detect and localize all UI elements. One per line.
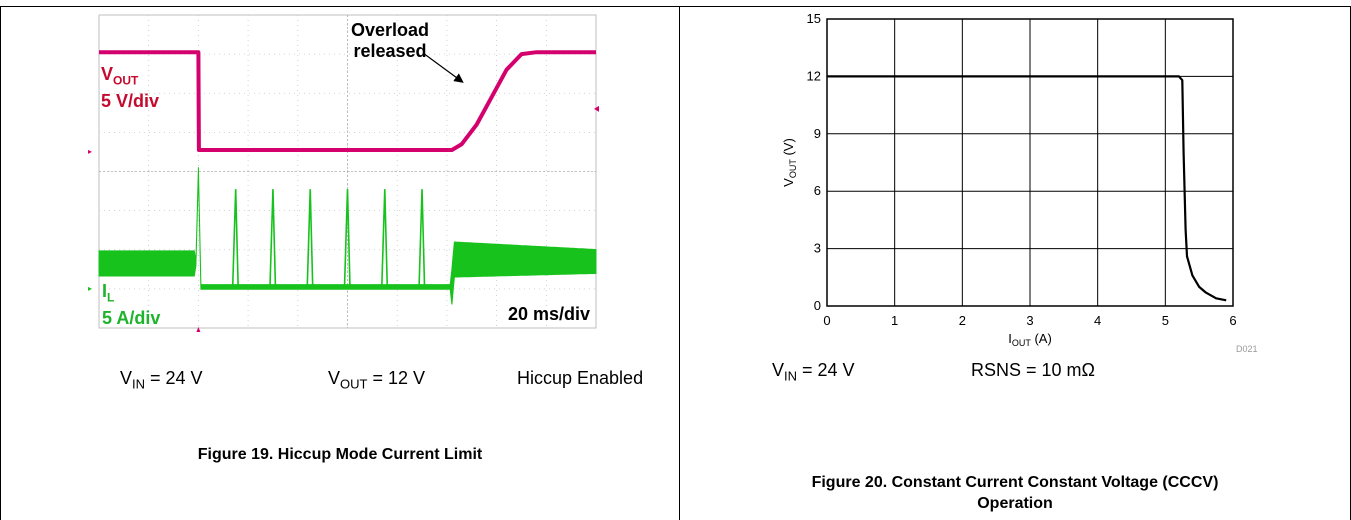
- condition-rsns: RSNS = 10 mΩ: [971, 360, 1095, 380]
- cond-vout-sub: OUT: [340, 376, 368, 392]
- il-hiccup-pulse: [380, 189, 389, 287]
- x-tick-label: 2: [959, 313, 966, 328]
- il-hiccup-pulse: [306, 189, 314, 287]
- annotation-arrow: [424, 53, 464, 83]
- top-rule: [0, 6, 1351, 7]
- il-hiccup-pulse: [418, 189, 426, 287]
- condition-vin-left: VIN = 24 V: [120, 368, 203, 392]
- oscilloscope-capture: ▸ ▸ Overload released VOUT 5 V/div IL 5 A…: [88, 14, 599, 332]
- ylabel-main: V: [781, 178, 796, 187]
- cond-vin-rest: = 24 V: [145, 368, 203, 388]
- oscilloscope-screen: ▸▸: [88, 14, 599, 332]
- figure-20-caption-line-2: Operation: [977, 495, 1053, 512]
- x-tick-label: 4: [1094, 313, 1101, 328]
- cond-vout-rest: = 12 V: [367, 368, 426, 388]
- x-tick-label: 5: [1162, 313, 1169, 328]
- ylabel-sub: OUT: [788, 159, 798, 179]
- il-label-main: I: [102, 281, 108, 301]
- x-tick-label: 1: [891, 313, 898, 328]
- cond-vin-r-sub: IN: [784, 368, 798, 384]
- il-scale: 5 A/div: [102, 307, 161, 328]
- figure-tag: D021: [1236, 344, 1258, 354]
- condition-vout-left: VOUT = 12 V: [328, 368, 425, 392]
- vout-channel-label: VOUT 5 V/div: [101, 64, 159, 111]
- x-tick-label: 6: [1229, 313, 1236, 328]
- x-axis-label: IOUT (A): [1008, 331, 1052, 348]
- x-tick-label: 0: [823, 313, 830, 328]
- vout-level-marker: [594, 105, 599, 112]
- y-tick-label: 15: [807, 11, 821, 26]
- il-hiccup-pulse: [231, 189, 239, 287]
- vout-label-main: V: [101, 64, 114, 84]
- annotation-line-2: released: [353, 41, 427, 61]
- figure-20-caption: Figure 20. Constant Current Constant Vol…: [700, 472, 1330, 514]
- vout-ground-marker: ▸: [88, 147, 92, 156]
- cond-vin-r-rest: = 24 V: [797, 360, 855, 380]
- il-hiccup-pulse: [269, 189, 277, 287]
- overload-annotation: Overload released: [325, 20, 455, 62]
- y-tick-label: 9: [814, 126, 821, 141]
- annotation-line-1: Overload: [350, 20, 430, 40]
- y-tick-label: 3: [814, 241, 821, 256]
- xlabel-main: I: [1008, 331, 1012, 346]
- left-border: [0, 6, 1, 520]
- condition-vin-right: VIN = 24 V: [772, 360, 855, 384]
- y-tick-label: 0: [814, 298, 821, 313]
- il-label-sub: L: [107, 290, 115, 305]
- il-trace: [98, 167, 597, 305]
- time-scale-label: 20 ms/div: [507, 304, 590, 324]
- cond-vin-sub: IN: [132, 376, 146, 392]
- cond-vout-main: V: [328, 368, 341, 388]
- panel-divider: [679, 6, 680, 520]
- figure-20-caption-line-1: Figure 20. Constant Current Constant Vol…: [811, 474, 1219, 491]
- cond-vin-r-main: V: [772, 360, 785, 380]
- y-tick-label: 6: [814, 183, 821, 198]
- x-tick-label: 3: [1026, 313, 1033, 328]
- y-axis-label: VOUT (V): [781, 138, 798, 187]
- ylabel-rest: (V): [781, 138, 796, 159]
- xlabel-rest: (A): [1031, 331, 1052, 346]
- il-ground-marker: ▸: [88, 284, 92, 293]
- vout-trace: [99, 50, 596, 152]
- cond-vin-main: V: [120, 368, 133, 388]
- il-channel-label: IL 5 A/div: [102, 281, 160, 328]
- cccv-curve: [827, 75, 1227, 302]
- xlabel-sub: OUT: [1012, 338, 1032, 348]
- figure-19-caption: Figure 19. Hiccup Mode Current Limit: [197, 446, 483, 463]
- y-tick-label: 12: [807, 68, 821, 83]
- trigger-marker: [196, 327, 201, 332]
- vout-label-sub: OUT: [113, 73, 139, 88]
- vout-scale: 5 V/div: [101, 90, 160, 111]
- il-hiccup-pulse: [343, 189, 351, 287]
- condition-hiccup: Hiccup Enabled: [517, 368, 644, 388]
